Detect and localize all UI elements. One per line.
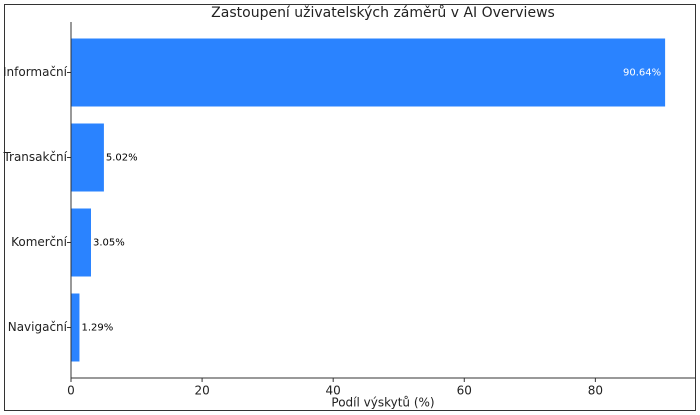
- value-label: 5.02%: [106, 153, 138, 164]
- x-tick-label: 80: [588, 384, 603, 398]
- bar: [71, 293, 80, 362]
- value-label: 3.05%: [93, 238, 125, 249]
- value-label: 90.64%: [623, 68, 661, 79]
- x-tick-label: 0: [67, 384, 75, 398]
- x-axis-label: Podíl výskytů (%): [331, 396, 434, 410]
- x-tick-label: 40: [326, 384, 341, 398]
- y-tick-label: Navigační: [8, 320, 68, 334]
- x-tick-label: 20: [194, 384, 209, 398]
- frame: [4, 4, 696, 411]
- x-tick-label: 60: [457, 384, 472, 398]
- y-tick-label: Informační: [3, 65, 68, 79]
- chart-title: Zastoupení uživatelských záměrů v AI Ove…: [211, 5, 555, 21]
- y-tick-label: Komerční: [11, 235, 68, 249]
- y-tick-label: Transakční: [2, 150, 67, 164]
- value-label: 1.29%: [81, 323, 113, 334]
- bar: [71, 38, 666, 107]
- bar: [71, 123, 104, 192]
- bar: [71, 208, 91, 277]
